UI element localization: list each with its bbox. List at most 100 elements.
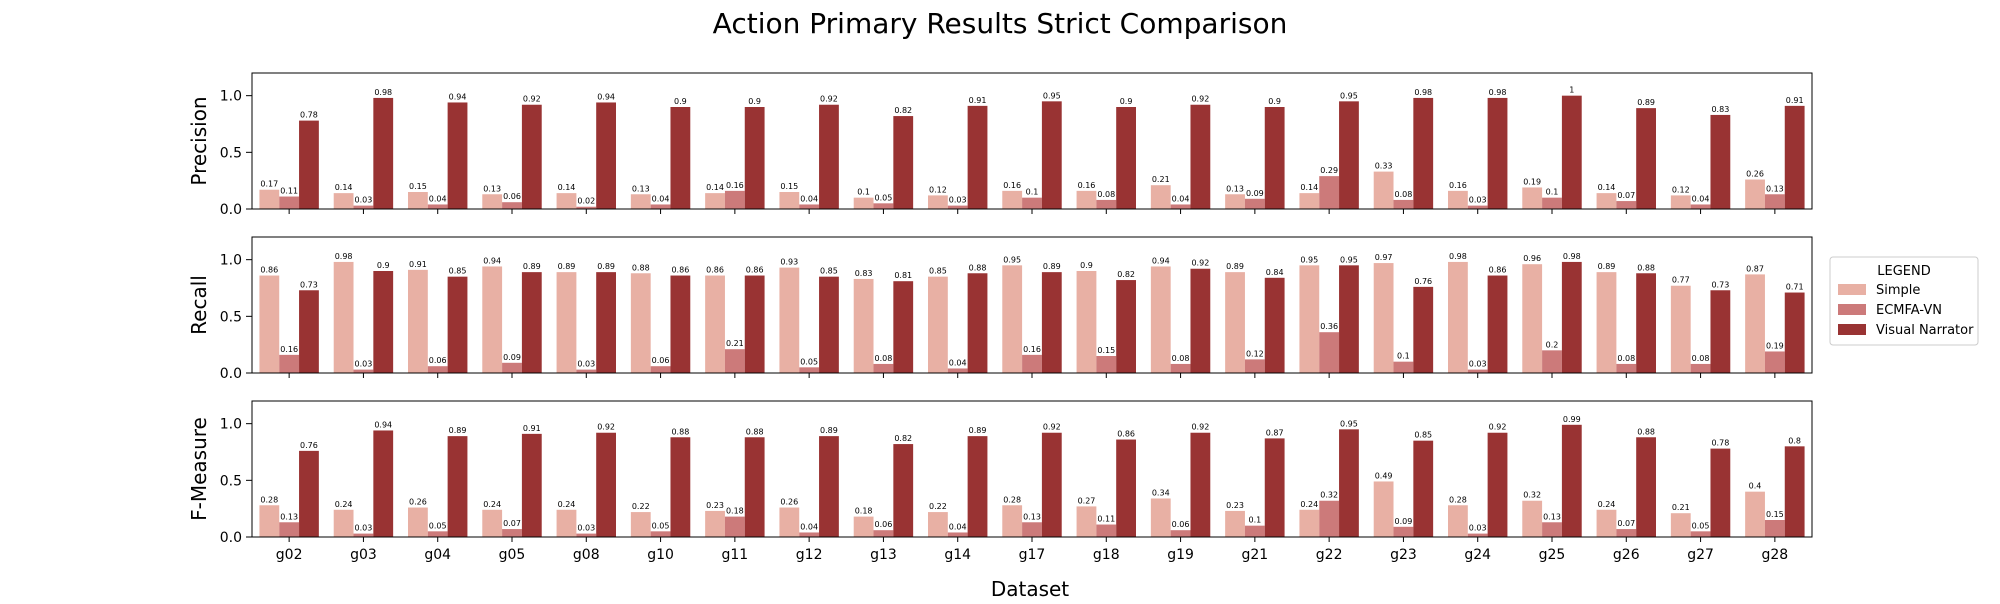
- bar-visual-narrator: [1116, 107, 1136, 209]
- bar-visual-narrator: [967, 436, 988, 537]
- bar-visual-narrator: [670, 107, 691, 209]
- bar-simple: [779, 267, 800, 373]
- y-tick-label: 1.0: [220, 89, 242, 105]
- data-label: 0.04: [800, 522, 818, 531]
- bar-ecmfa-vn: [1764, 520, 1785, 537]
- bar-visual-narrator: [819, 104, 839, 209]
- data-label: 0.27: [1078, 496, 1096, 505]
- x-tick-label: g18: [1093, 547, 1120, 563]
- bar-visual-narrator: [447, 102, 468, 209]
- bar-ecmfa-vn: [1022, 354, 1042, 373]
- bar-visual-narrator: [819, 436, 839, 537]
- data-label: 0.99: [1563, 415, 1581, 424]
- data-label: 0.28: [1003, 495, 1021, 504]
- bar-ecmfa-vn: [1393, 199, 1414, 209]
- bar-ecmfa-vn: [279, 522, 300, 537]
- y-tick-label: 0.0: [220, 530, 242, 546]
- bar-visual-narrator: [1264, 107, 1285, 209]
- bar-ecmfa-vn: [1170, 363, 1191, 373]
- bar-ecmfa-vn: [576, 533, 597, 537]
- bar-ecmfa-vn: [1319, 500, 1340, 537]
- bar-ecmfa-vn: [1616, 201, 1637, 209]
- data-label: 0.89: [969, 426, 987, 435]
- bar-visual-narrator: [1487, 275, 1508, 373]
- data-label: 0.09: [503, 353, 521, 362]
- data-label: 0.92: [1191, 259, 1209, 268]
- data-label: 0.06: [875, 520, 893, 529]
- x-tick-label: g26: [1613, 547, 1640, 563]
- data-label: 0.24: [483, 500, 501, 509]
- bar-visual-narrator: [1190, 104, 1211, 209]
- bar-ecmfa-vn: [1690, 204, 1711, 209]
- bar-simple: [1076, 190, 1097, 209]
- bar-ecmfa-vn: [279, 354, 300, 373]
- bar-visual-narrator: [1190, 432, 1211, 537]
- data-label: 0.22: [929, 502, 947, 511]
- data-label: 0.78: [300, 111, 318, 120]
- bar-ecmfa-vn: [502, 529, 522, 537]
- data-label: 0.89: [820, 426, 838, 435]
- bar-simple: [408, 507, 428, 537]
- bar-simple: [1596, 509, 1617, 537]
- legend-label-ecmfa-vn: ECMFA-VN: [1876, 303, 1942, 318]
- data-label: 0.06: [503, 192, 521, 201]
- bar-ecmfa-vn: [724, 349, 745, 373]
- bar-ecmfa-vn: [650, 531, 671, 537]
- data-label: 0.05: [652, 521, 670, 530]
- bar-ecmfa-vn: [1542, 522, 1562, 537]
- bar-visual-narrator: [299, 290, 319, 373]
- bar-ecmfa-vn: [502, 362, 522, 373]
- bar-simple: [1150, 185, 1171, 209]
- chart-title: Action Primary Results Strict Comparison: [713, 7, 1288, 40]
- data-label: 0.16: [1449, 181, 1467, 190]
- data-label: 0.28: [1449, 495, 1467, 504]
- data-label: 0.17: [260, 180, 278, 189]
- bar-ecmfa-vn: [1244, 198, 1265, 209]
- bar-simple: [1745, 179, 1765, 209]
- bar-ecmfa-vn: [1467, 205, 1488, 209]
- data-label: 0.05: [800, 357, 818, 366]
- bar-ecmfa-vn: [1764, 351, 1785, 373]
- bar-ecmfa-vn: [1542, 197, 1562, 209]
- bar-simple: [1373, 171, 1394, 209]
- bar-visual-narrator: [1710, 290, 1731, 373]
- data-label: 0.14: [558, 183, 576, 192]
- data-label: 0.16: [1078, 181, 1096, 190]
- bar-ecmfa-vn: [427, 366, 448, 373]
- data-label: 0.28: [260, 495, 278, 504]
- bar-ecmfa-vn: [947, 368, 968, 373]
- data-label: 0.9: [377, 261, 390, 270]
- x-tick-label: g23: [1390, 547, 1417, 563]
- data-label: 0.36: [1320, 322, 1338, 331]
- bar-simple: [1670, 513, 1691, 537]
- bar-ecmfa-vn: [576, 206, 597, 209]
- bar-visual-narrator: [1784, 292, 1805, 373]
- y-tick-label: 0.0: [220, 366, 242, 382]
- data-label: 0.91: [969, 96, 987, 105]
- bar-simple: [482, 194, 503, 209]
- bar-visual-narrator: [819, 276, 839, 373]
- data-label: 0.82: [1117, 270, 1135, 279]
- data-label: 0.18: [726, 507, 744, 516]
- data-label: 0.8: [1788, 436, 1801, 445]
- bar-simple: [1670, 285, 1691, 373]
- data-label: 0.06: [1172, 520, 1190, 529]
- y-tick-label: 0.5: [220, 309, 242, 325]
- data-label: 0.2: [1546, 340, 1559, 349]
- data-label: 0.98: [374, 88, 392, 97]
- data-label: 0.92: [820, 95, 838, 104]
- x-tick-label: g21: [1242, 547, 1269, 563]
- bar-simple: [482, 266, 503, 373]
- data-label: 0.23: [706, 501, 724, 510]
- data-label: 0.89: [558, 262, 576, 271]
- bar-visual-narrator: [670, 275, 691, 373]
- bar-visual-narrator: [596, 432, 616, 537]
- bar-simple: [1670, 195, 1691, 209]
- data-label: 0.91: [523, 424, 541, 433]
- bar-ecmfa-vn: [873, 203, 894, 209]
- bar-ecmfa-vn: [873, 530, 894, 537]
- data-label: 0.78: [1711, 439, 1729, 448]
- bar-ecmfa-vn: [353, 205, 374, 209]
- data-label: 0.92: [523, 95, 541, 104]
- data-label: 0.91: [1786, 96, 1804, 105]
